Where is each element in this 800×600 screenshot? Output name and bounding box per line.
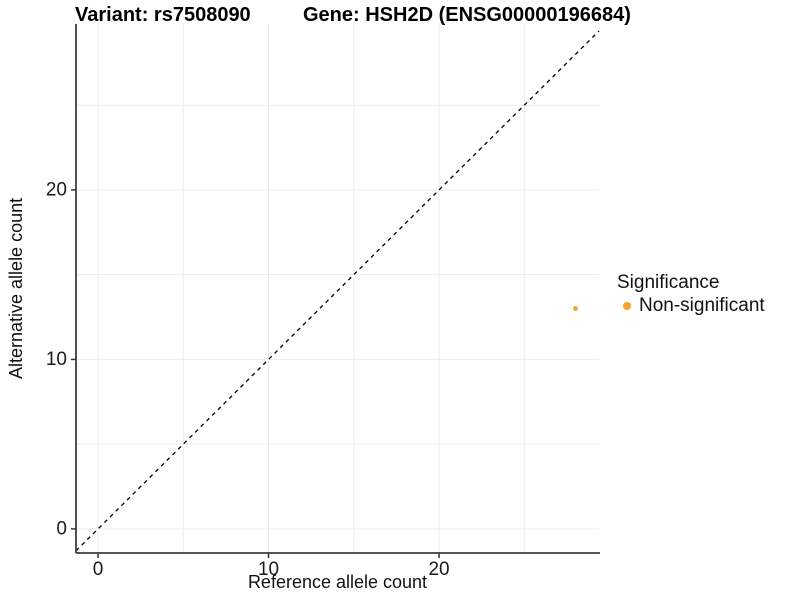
legend-key-dot-icon xyxy=(623,301,631,310)
y-axis-title: Alternative allele count xyxy=(6,197,26,379)
data-point xyxy=(573,306,578,311)
x-axis-title: Reference allele count xyxy=(247,572,428,592)
legend-item-non-significant: Non-significant xyxy=(617,296,765,315)
x-tick-label: 10 xyxy=(258,559,279,580)
identity-reference-line xyxy=(75,30,600,552)
x-tick-label: 0 xyxy=(93,559,104,580)
y-tick-label: 10 xyxy=(46,349,67,370)
legend: Significance Non-significant xyxy=(617,273,765,315)
legend-item-label: Non-significant xyxy=(639,295,765,316)
x-tick-label: 20 xyxy=(428,559,449,580)
y-tick-label: 20 xyxy=(46,179,67,200)
legend-title: Significance xyxy=(617,272,720,293)
y-tick-label: 0 xyxy=(56,518,67,539)
plot-title-gene: Gene: HSH2D (ENSG00000196684) xyxy=(303,4,631,26)
plot-title-variant: Variant: rs7508090 xyxy=(75,4,251,26)
